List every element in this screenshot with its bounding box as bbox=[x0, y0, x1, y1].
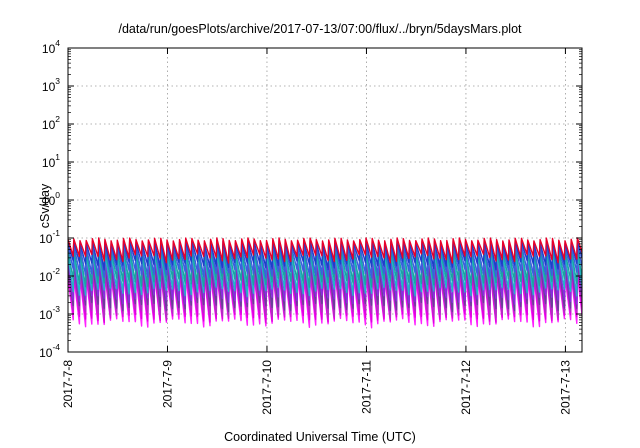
y-tick-label: 103 bbox=[42, 76, 60, 94]
series-line-8 bbox=[68, 265, 582, 319]
x-tick-label: 2017-7-9 bbox=[160, 360, 174, 408]
gridlines bbox=[68, 48, 582, 352]
y-tick-label: 100 bbox=[42, 190, 60, 208]
y-tick-label: 10-1 bbox=[39, 228, 60, 246]
chart-title: /data/run/goesPlots/archive/2017-07-13/0… bbox=[118, 22, 522, 36]
y-tick-label: 10-2 bbox=[39, 266, 60, 284]
series-line-5 bbox=[68, 251, 582, 298]
series-line-3 bbox=[68, 243, 582, 279]
x-tick-label: 2017-7-10 bbox=[260, 360, 274, 415]
series-line-1 bbox=[68, 237, 582, 264]
data-series-group bbox=[68, 237, 582, 329]
y-tick-label: 10-4 bbox=[39, 342, 60, 360]
y-tick-label: 10-3 bbox=[39, 304, 60, 322]
y-axis-ticks: 10-4 10-3 10-2 10-1 100 101 102 103 104 bbox=[39, 38, 582, 360]
y-tick-label: 101 bbox=[42, 152, 60, 170]
x-tick-label: 2017-7-11 bbox=[359, 360, 373, 414]
y-tick-label: 104 bbox=[42, 38, 60, 56]
x-axis-label: Coordinated Universal Time (UTC) bbox=[224, 430, 416, 444]
series-line-2 bbox=[68, 240, 582, 271]
x-axis-ticks: 2017-7-8 2017-7-9 2017-7-10 2017-7-11 2017-7… bbox=[61, 48, 572, 415]
x-tick-label: 2017-7-13 bbox=[558, 360, 572, 415]
x-tick-label: 2017-7-12 bbox=[459, 360, 473, 415]
series-line-7 bbox=[68, 260, 582, 313]
series-line-9 bbox=[68, 269, 582, 324]
y-tick-label: 102 bbox=[42, 114, 60, 132]
y-axis-label: cSv/day bbox=[38, 183, 52, 229]
x-tick-label: 2017-7-8 bbox=[61, 360, 75, 408]
series-line-6 bbox=[68, 256, 582, 305]
series-line-4 bbox=[68, 247, 582, 288]
